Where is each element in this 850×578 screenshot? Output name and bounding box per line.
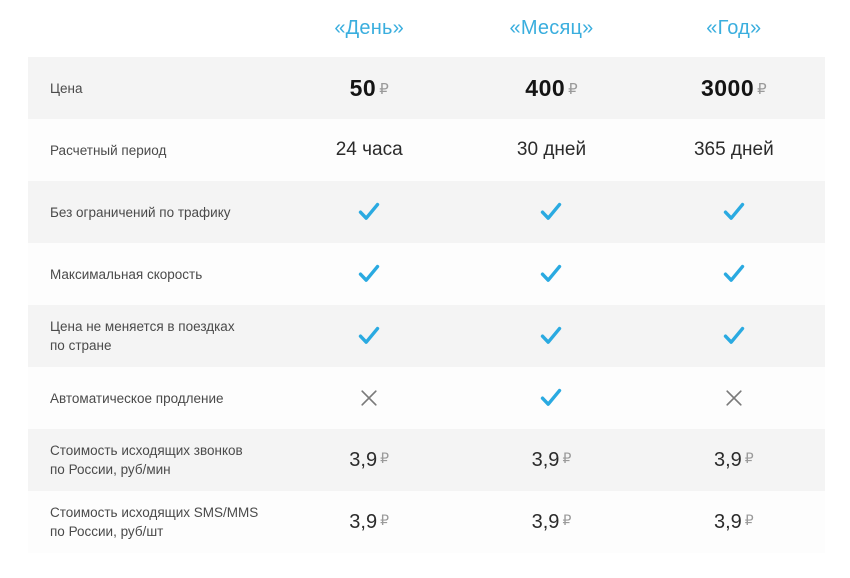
currency-symbol: ₽ [562,449,572,466]
plan-header-month: «Месяц» [509,17,594,39]
cross-icon [359,388,379,408]
currency-symbol: ₽ [379,80,389,98]
period-value: 24 часа [335,139,403,160]
check-icon [540,202,562,222]
check-icon [540,264,562,284]
cross-icon [724,388,744,408]
table-row: Стоимость исходящих SMS/MMS по России, ру… [28,491,825,553]
currency-symbol: ₽ [380,511,390,528]
plan-header-year: «Год» [706,17,762,39]
check-icon [540,388,562,408]
cell-price-year: 3000 ₽ [643,75,825,102]
table-row: Цена не меняется в поездках по стране [28,305,825,367]
cell-text-year: 365 дней [643,139,825,161]
rate-amount: 3,9 [349,510,378,533]
cell-mark-year [643,263,825,285]
row-label: Стоимость исходящих звонков по России, ру… [28,441,278,479]
check-icon [723,202,745,222]
cell-mark-month [460,325,642,347]
table-row: Расчетный период 24 часа 30 дней 365 дней [28,119,825,181]
price-amount: 50 [349,74,377,101]
currency-symbol: ₽ [757,80,767,98]
row-label-line2: по стране [50,338,112,353]
check-icon [723,326,745,346]
currency-symbol: ₽ [568,80,578,98]
row-label-line2: по России, руб/мин [50,462,171,477]
cell-text-day: 24 часа [278,139,460,161]
check-icon [358,264,380,284]
row-label: Без ограничений по трафику [50,204,231,220]
rate-amount: 3,9 [713,510,742,533]
price-amount: 400 [525,74,566,101]
currency-symbol: ₽ [380,449,390,466]
cell-rate-month: 3,9 ₽ [460,449,642,472]
cell-text-month: 30 дней [460,139,642,161]
check-icon [540,326,562,346]
price-amount: 3000 [700,74,755,101]
row-label: Автоматическое продление [50,390,224,406]
cell-rate-day: 3,9 ₽ [278,511,460,534]
cell-rate-day: 3,9 ₽ [278,449,460,472]
cell-mark-day [278,387,460,409]
table-row: Стоимость исходящих звонков по России, ру… [28,429,825,491]
period-value: 30 дней [516,139,587,160]
cell-mark-year [643,387,825,409]
table-row: Автоматическое продление [28,367,825,429]
rate-amount: 3,9 [531,510,560,533]
cell-mark-month [460,263,642,285]
currency-symbol: ₽ [744,449,754,466]
currency-symbol: ₽ [562,511,572,528]
cell-mark-month [460,201,642,223]
cell-rate-year: 3,9 ₽ [643,511,825,534]
cell-mark-day [278,201,460,223]
cell-mark-year [643,201,825,223]
check-icon [358,326,380,346]
table-header-row: «День» «Месяц» «Год» [0,0,850,57]
cell-mark-year [643,325,825,347]
table-row: Цена 50 ₽400 ₽3000 ₽ [28,57,825,119]
check-icon [358,202,380,222]
cell-rate-year: 3,9 ₽ [643,449,825,472]
cell-mark-day [278,325,460,347]
table-row: Без ограничений по трафику [28,181,825,243]
row-label: Цена [50,80,83,96]
row-label: Расчетный период [50,142,167,158]
rate-amount: 3,9 [531,448,560,471]
row-label: Максимальная скорость [50,266,203,282]
rate-amount: 3,9 [713,448,742,471]
cell-price-day: 50 ₽ [278,75,460,102]
row-label: Цена не меняется в поездках по стране [28,317,278,355]
row-label-line2: по России, руб/шт [50,524,164,539]
row-label: Стоимость исходящих SMS/MMS по России, ру… [28,503,278,541]
table-body: Цена 50 ₽400 ₽3000 ₽ Расчетный период 24 часа 3… [28,57,825,553]
cell-rate-month: 3,9 ₽ [460,511,642,534]
plan-header-day: «День» [334,17,404,39]
cell-price-month: 400 ₽ [460,75,642,102]
period-value: 365 дней [693,139,774,160]
currency-symbol: ₽ [744,511,754,528]
table-row: Максимальная скорость [28,243,825,305]
cell-mark-day [278,263,460,285]
check-icon [723,264,745,284]
rate-amount: 3,9 [349,448,378,471]
cell-mark-month [460,387,642,409]
